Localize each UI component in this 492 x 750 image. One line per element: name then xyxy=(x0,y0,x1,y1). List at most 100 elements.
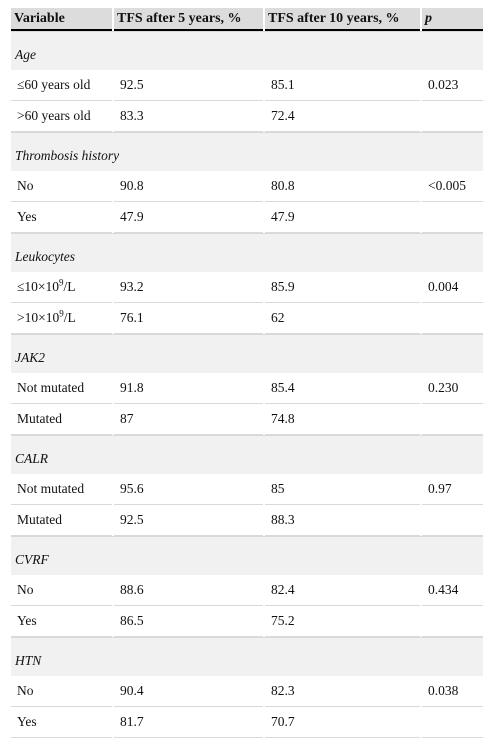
tfs-10-years-cell: 85.1 xyxy=(265,70,420,101)
p-value-cell: 0.230 xyxy=(422,373,483,404)
row-label-cell: ≤10×109/L xyxy=(11,272,112,303)
spacer-cell xyxy=(11,132,483,141)
spacer-cell xyxy=(11,536,483,545)
row-label: Not mutated xyxy=(17,380,85,395)
tfs-5-years-cell: 91.8 xyxy=(114,373,263,404)
p-value-cell: 0.004 xyxy=(422,272,483,303)
tfs-5-years-cell: 81.7 xyxy=(114,707,263,738)
tfs-5-years-cell: 83.3 xyxy=(114,101,263,132)
group-header-row: Leukocytes xyxy=(11,242,483,272)
row-label-unit: /L xyxy=(63,279,76,294)
tfs-5-years-cell: 47.9 xyxy=(114,202,263,233)
group-header-row: CALR xyxy=(11,444,483,474)
table-row: >10×109/L 76.1 62 xyxy=(11,303,483,334)
row-label-cell: Mutated xyxy=(11,505,112,536)
table-row: Mutated 92.5 88.3 xyxy=(11,505,483,536)
spacer-cell xyxy=(11,637,483,646)
p-value-cell: <0.005 xyxy=(422,171,483,202)
tfs-5-years-cell: 95.6 xyxy=(114,474,263,505)
table-row: ≤10×109/L 93.2 85.9 0.004 xyxy=(11,272,483,303)
group-header-row: JAK2 xyxy=(11,343,483,373)
row-label: No xyxy=(17,178,34,193)
row-label: ≤10×10 xyxy=(17,279,60,294)
group-name: HTN xyxy=(11,646,483,676)
table-row: >60 years old 83.3 72.4 xyxy=(11,101,483,132)
row-label: Yes xyxy=(17,714,37,729)
group-header-row: Age xyxy=(11,40,483,70)
p-value-cell xyxy=(422,606,483,637)
tfs-5-years-cell: 92.5 xyxy=(114,505,263,536)
tfs-table: Variable TFS after 5 years, % TFS after … xyxy=(9,8,485,738)
tfs-10-years-cell: 70.7 xyxy=(265,707,420,738)
group-name: CALR xyxy=(11,444,483,474)
row-label-unit: /L xyxy=(63,310,76,325)
p-value-cell xyxy=(422,202,483,233)
group-name: CVRF xyxy=(11,545,483,575)
p-value-cell xyxy=(422,404,483,435)
tfs-10-years-cell: 85.4 xyxy=(265,373,420,404)
row-label-cell: Yes xyxy=(11,202,112,233)
row-label: No xyxy=(17,683,34,698)
tfs-5-years-cell: 86.5 xyxy=(114,606,263,637)
tfs-5-years-cell: 92.5 xyxy=(114,70,263,101)
tfs-10-years-cell: 75.2 xyxy=(265,606,420,637)
row-label: Mutated xyxy=(17,512,62,527)
table-row: Yes 81.7 70.7 xyxy=(11,707,483,738)
spacer-cell xyxy=(11,233,483,242)
row-label: Yes xyxy=(17,209,37,224)
group-spacer xyxy=(11,132,483,141)
row-label-cell: No xyxy=(11,171,112,202)
row-label-cell: No xyxy=(11,575,112,606)
spacer-cell xyxy=(11,31,483,40)
table-row: Not mutated 91.8 85.4 0.230 xyxy=(11,373,483,404)
tfs-10-years-cell: 82.3 xyxy=(265,676,420,707)
tfs-5-years-cell: 93.2 xyxy=(114,272,263,303)
row-label-cell: Mutated xyxy=(11,404,112,435)
row-label: Mutated xyxy=(17,411,62,426)
row-label-cell: No xyxy=(11,676,112,707)
group-name: Leukocytes xyxy=(11,242,483,272)
row-label-superscript: 9 xyxy=(59,277,64,288)
tfs-10-years-cell: 62 xyxy=(265,303,420,334)
table-header: Variable TFS after 5 years, % TFS after … xyxy=(11,8,483,31)
group-name: Thrombosis history xyxy=(11,141,483,171)
tfs-10-years-cell: 74.8 xyxy=(265,404,420,435)
group-spacer xyxy=(11,637,483,646)
group-header-row: Thrombosis history xyxy=(11,141,483,171)
row-label-cell: >60 years old xyxy=(11,101,112,132)
table-row: ≤60 years old 92.5 85.1 0.023 xyxy=(11,70,483,101)
row-label: ≤60 years old xyxy=(17,77,91,92)
header-tfs-5-years: TFS after 5 years, % xyxy=(114,8,263,31)
group-spacer xyxy=(11,334,483,343)
header-row: Variable TFS after 5 years, % TFS after … xyxy=(11,8,483,31)
tfs-5-years-cell: 87 xyxy=(114,404,263,435)
tfs-10-years-cell: 85 xyxy=(265,474,420,505)
table-row: No 88.6 82.4 0.434 xyxy=(11,575,483,606)
group-name: Age xyxy=(11,40,483,70)
p-value-cell xyxy=(422,101,483,132)
group-spacer xyxy=(11,31,483,40)
spacer-cell xyxy=(11,334,483,343)
table-row: Yes 47.9 47.9 xyxy=(11,202,483,233)
row-label: >60 years old xyxy=(17,108,91,123)
table-body: Age ≤60 years old 92.5 85.1 0.023 >60 years o… xyxy=(11,31,483,738)
table-row: No 90.4 82.3 0.038 xyxy=(11,676,483,707)
row-label: >10×10 xyxy=(17,310,60,325)
p-value-cell: 0.434 xyxy=(422,575,483,606)
group-spacer xyxy=(11,435,483,444)
header-tfs-10-years: TFS after 10 years, % xyxy=(265,8,420,31)
p-value-cell xyxy=(422,505,483,536)
spacer-cell xyxy=(11,435,483,444)
table-row: Yes 86.5 75.2 xyxy=(11,606,483,637)
tfs-5-years-cell: 90.4 xyxy=(114,676,263,707)
row-label-cell: Not mutated xyxy=(11,474,112,505)
table-row: No 90.8 80.8 <0.005 xyxy=(11,171,483,202)
row-label: Not mutated xyxy=(17,481,85,496)
table-row: Not mutated 95.6 85 0.97 xyxy=(11,474,483,505)
tfs-10-years-cell: 80.8 xyxy=(265,171,420,202)
tfs-10-years-cell: 72.4 xyxy=(265,101,420,132)
header-variable: Variable xyxy=(11,8,112,31)
row-label-cell: Yes xyxy=(11,606,112,637)
p-value-cell: 0.023 xyxy=(422,70,483,101)
